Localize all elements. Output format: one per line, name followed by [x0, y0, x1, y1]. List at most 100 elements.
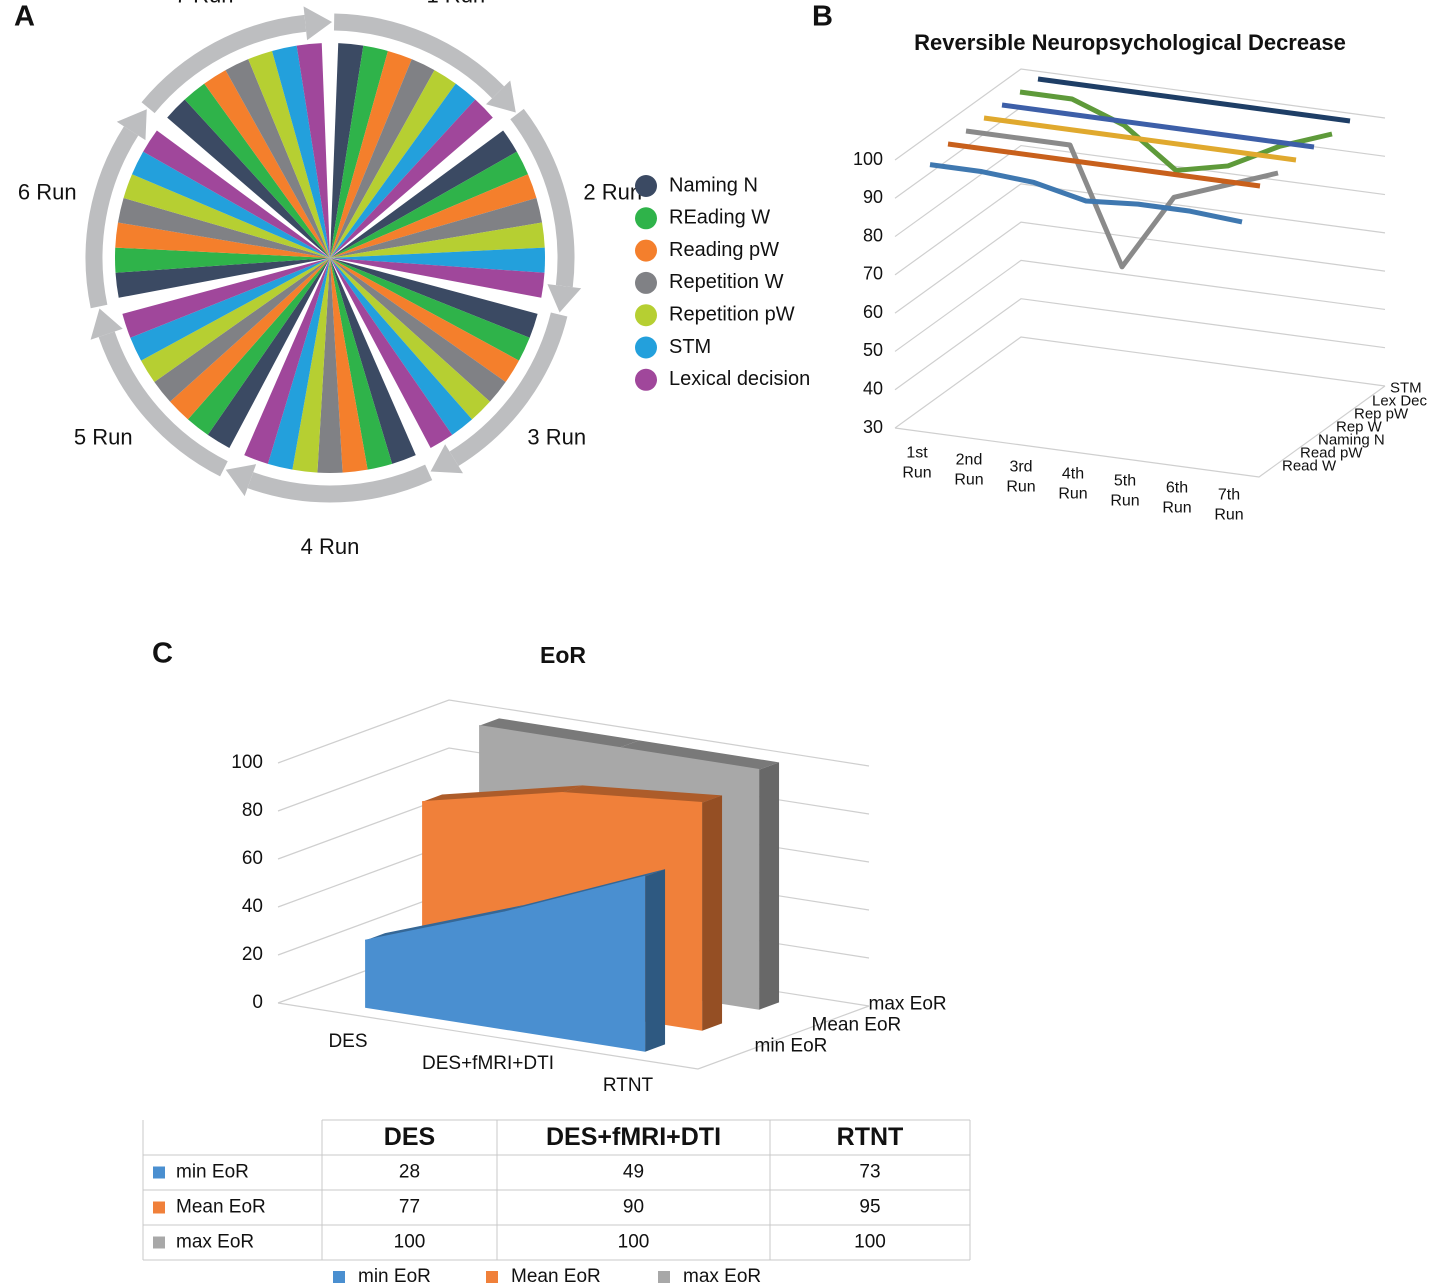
slice — [330, 258, 545, 298]
slice — [122, 258, 330, 338]
table-swatch — [153, 1201, 165, 1214]
area-side — [645, 869, 666, 1052]
run-arrow — [141, 14, 307, 114]
legend-swatch — [635, 239, 657, 262]
y-tick-label: 40 — [242, 896, 263, 917]
y-tick-label: 80 — [242, 800, 263, 821]
area-edge — [422, 791, 703, 804]
slice — [115, 222, 330, 258]
legend-swatch — [658, 1271, 670, 1283]
depth-label: Lex Dec — [1372, 392, 1428, 409]
legend-label: REading W — [669, 207, 770, 229]
slice — [330, 83, 476, 258]
table-cell: 28 — [399, 1162, 420, 1183]
area-edge — [364, 875, 646, 942]
run-arrow-head — [116, 109, 147, 141]
area-edge — [478, 724, 760, 771]
legend-swatch — [635, 368, 657, 391]
legend-label: Repetition W — [669, 271, 784, 293]
run-label: 7 Run — [175, 0, 234, 8]
depth-label: Naming N — [1318, 431, 1385, 448]
legend-swatch — [635, 304, 657, 327]
run-label: 1 Run — [426, 0, 485, 8]
panel-label: B — [812, 1, 833, 33]
area-top — [562, 785, 723, 803]
slice — [204, 70, 330, 258]
run-arrow — [449, 312, 568, 466]
run-arrow — [98, 331, 228, 477]
floor-edge — [277, 1002, 870, 1070]
panel-label: C — [152, 638, 173, 670]
run-arrow-head — [303, 6, 333, 41]
table-header: RTNT — [837, 1123, 904, 1151]
run-label: 6 Run — [18, 179, 77, 204]
area-top — [365, 904, 526, 941]
depth-label: Read W — [1282, 457, 1337, 474]
y-tick-label: 40 — [863, 378, 883, 398]
grid-line — [277, 699, 870, 767]
slice — [330, 70, 456, 258]
slice — [244, 258, 330, 464]
depth-label: min EoR — [755, 1036, 828, 1057]
x-tick-label: RTNT — [603, 1075, 654, 1096]
slice — [141, 258, 330, 382]
slice — [167, 99, 330, 258]
table-swatch — [153, 1236, 165, 1249]
legend-swatch — [635, 336, 657, 359]
floor-edge — [894, 385, 1386, 478]
slice — [330, 222, 545, 258]
slice — [330, 258, 368, 473]
legend-label: min EoR — [358, 1266, 431, 1286]
slice — [330, 258, 490, 420]
legend-label: Naming N — [669, 174, 758, 196]
run-arrow — [510, 108, 575, 288]
slice — [330, 247, 545, 273]
legend-label: max EoR — [683, 1266, 761, 1286]
table-cell: 77 — [399, 1197, 420, 1218]
area-top — [479, 718, 640, 748]
grid-line — [894, 298, 1386, 391]
depth-label: Mean EoR — [812, 1015, 902, 1036]
slice — [143, 130, 330, 258]
slice — [272, 45, 330, 258]
x-tick-label: 7th Run — [1214, 487, 1243, 524]
slice — [115, 258, 330, 298]
run-arrow-head — [90, 308, 123, 340]
table-cell: 100 — [854, 1232, 886, 1253]
area-top — [619, 740, 780, 770]
table-cell: 95 — [859, 1197, 880, 1218]
area-side — [759, 762, 780, 1010]
table-row-label: Mean EoR — [176, 1197, 266, 1218]
depth-label: Rep pW — [1354, 405, 1409, 422]
run-label: 2 Run — [583, 179, 642, 204]
run-label: 3 Run — [527, 425, 586, 450]
table-row-label: min EoR — [176, 1162, 249, 1183]
x-tick-label: DES+fMRI+DTI — [422, 1053, 554, 1074]
y-tick-label: 50 — [863, 340, 883, 360]
slice — [330, 45, 388, 258]
slice — [225, 59, 330, 258]
series-line — [1019, 89, 1333, 173]
slice — [330, 43, 364, 258]
run-arrow-head — [430, 444, 463, 474]
legend-label: STM — [669, 336, 711, 358]
y-tick-label: 0 — [252, 992, 263, 1013]
slice — [207, 258, 330, 448]
slice — [330, 258, 519, 382]
depth-label: Read pW — [1300, 444, 1363, 461]
slice — [154, 258, 330, 402]
table-cell: 49 — [623, 1162, 644, 1183]
grid-line — [894, 183, 1386, 276]
y-tick-label: 70 — [863, 264, 883, 284]
y-tick-label: 30 — [863, 417, 883, 437]
table-row-label: max EoR — [176, 1232, 254, 1253]
slice — [123, 174, 330, 258]
legend-swatch — [635, 175, 657, 197]
slice — [330, 59, 435, 258]
panel-label: A — [14, 1, 35, 33]
slice — [130, 258, 330, 361]
slice — [330, 197, 543, 258]
legend-swatch — [635, 271, 657, 294]
grid-line — [894, 336, 1386, 429]
